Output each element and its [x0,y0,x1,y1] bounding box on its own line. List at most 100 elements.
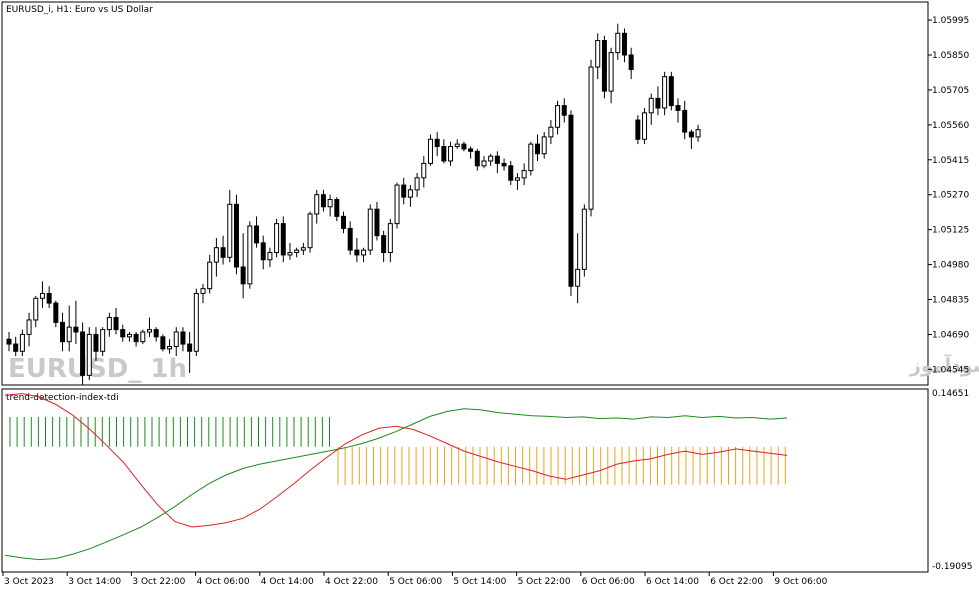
candle-bull [327,199,333,208]
candle-bull [86,333,92,376]
candle-bear [347,227,353,251]
price-axis-label: 1.04690 [932,330,969,340]
candle-bull [300,247,306,251]
candle-bull [394,184,400,225]
indicator-top-value: 0.14651 [932,389,969,399]
watermark-symbol: EURUSD_ 1h [8,354,187,384]
candle-bull [448,146,454,162]
candle-bull [140,331,146,343]
candle-bull [66,326,72,343]
candle-bear [120,329,126,338]
price-axis-label: 1.05705 [932,86,969,96]
candle-bull [615,32,621,54]
time-axis-label: 4 Oct 22:00 [325,577,378,587]
candle-bear [160,336,166,350]
candle-bear [320,194,326,208]
candle-bull [207,261,213,290]
candle-bear [354,249,360,256]
candle-bear [535,143,541,155]
candle-bear [6,338,12,345]
candle-bear [13,343,19,352]
candle-bull [555,105,561,128]
time-axis-label: 3 Oct 22:00 [132,577,185,587]
time-axis-label: 4 Oct 06:00 [197,577,250,587]
candle-bear [334,199,340,217]
candle-bear [688,131,694,138]
candle-bear [561,105,567,116]
time-axis-label: 6 Oct 06:00 [582,577,635,587]
candle-bull [167,345,173,350]
candle-bear [682,109,688,133]
candle-bear [260,242,266,261]
candle-bull [488,155,494,162]
candle-bear [441,146,447,162]
candle-bear [46,292,52,304]
candle-bear [434,138,440,148]
candle-bull [648,97,654,114]
candle-bull [608,52,614,92]
candle-bear [187,343,193,352]
time-axis-label: 5 Oct 22:00 [518,577,571,587]
candle-bull [173,331,179,347]
candle-bull [662,76,668,109]
candle-bear [668,76,674,107]
candle-bear [501,162,507,167]
indicator-bottom-value: -0.19095 [932,562,972,572]
candle-bull [19,333,25,352]
candle-bear [280,223,286,256]
candle-bear [80,331,86,376]
candle-bear [655,97,661,109]
candle-bull [427,138,433,164]
price-axis-label: 1.05560 [932,121,969,131]
candle-bear [621,32,627,56]
candle-bull [414,177,420,191]
price-axis-label: 1.04835 [932,295,969,305]
candle-bull [193,292,199,352]
price-axis-label: 1.05995 [932,16,969,26]
candle-bull [106,317,112,331]
time-axis-label: 5 Oct 06:00 [389,577,442,587]
candle-bull [247,225,253,285]
candles [6,23,701,385]
candle-bear [240,266,246,285]
candle-bull [267,252,273,261]
price-axis-label: 1.05415 [932,156,969,166]
price-axis-label: 1.04980 [932,261,969,271]
candle-bull [521,170,527,179]
price-axis-label: 1.05270 [932,191,969,201]
candle-bull [213,247,219,263]
candle-bear [220,247,226,258]
time-axis-label: 6 Oct 14:00 [646,577,699,587]
candle-bear [60,321,66,343]
candle-bull [541,136,547,155]
price-axis-label: 1.04545 [932,365,969,375]
candle-bull [294,249,300,254]
candle-bear [374,208,380,237]
candle-bear [401,184,407,198]
candle-bull [146,329,152,333]
candle-bear [254,225,260,244]
candle-bull [454,143,460,148]
candle-bear [601,40,607,92]
tdi-green-line [4,408,788,561]
candle-bull [514,177,520,181]
candle-bear [53,302,59,323]
candle-bear [93,333,99,352]
candle-bear [381,235,387,254]
watermark-text: انتشار در سایت سودآموز [909,353,979,377]
candle-bull [26,319,32,335]
candle-bull [367,208,373,251]
candle-bear [461,143,467,150]
time-axis-label: 4 Oct 14:00 [261,577,314,587]
candle-bull [126,333,132,338]
chart-header: EURUSD_i, H1: Euro vs US Dollar [6,5,153,15]
candle-bull [581,208,587,270]
candle-bear [494,155,500,164]
price-panel[interactable] [1,1,929,386]
candle-bull [588,66,594,210]
candle-bear [233,203,239,268]
time-axis-label: 3 Oct 14:00 [68,577,121,587]
indicator-panel[interactable] [1,388,929,573]
candle-bear [628,54,634,70]
